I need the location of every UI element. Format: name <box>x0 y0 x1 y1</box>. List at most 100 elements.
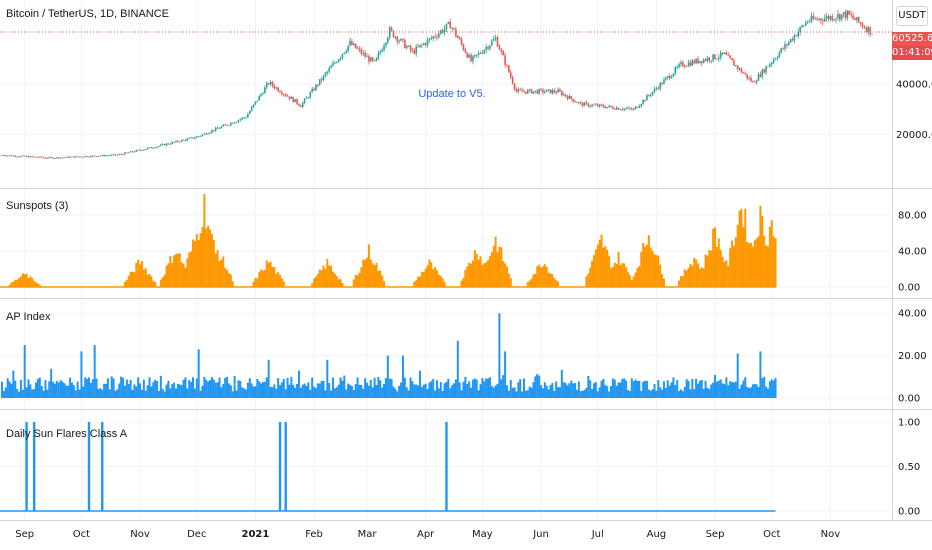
ap-bar <box>78 389 81 398</box>
candle-body <box>56 157 58 159</box>
candle-body <box>661 83 663 85</box>
ap-bar <box>74 390 77 398</box>
sunspot-bar <box>422 272 425 287</box>
candle-body <box>492 39 495 41</box>
ap-bar <box>600 380 603 398</box>
candle-body <box>689 62 692 66</box>
ap-bar <box>167 380 170 398</box>
ap-bar <box>560 369 563 398</box>
ap-bar <box>526 390 529 398</box>
ap-bar <box>515 391 518 398</box>
candle-body <box>854 18 856 21</box>
ap-bar <box>6 378 9 398</box>
ap-bar <box>313 386 316 398</box>
candle-body <box>589 106 591 107</box>
ap-bar <box>420 387 423 398</box>
candle-body <box>61 157 64 159</box>
ap-bar <box>14 380 17 398</box>
ap-bar <box>553 390 556 398</box>
candle-body <box>267 83 270 84</box>
ap-bar <box>666 380 669 398</box>
candle-body <box>496 37 499 47</box>
candle-body <box>396 36 399 42</box>
candle-body <box>44 157 47 159</box>
ap-bar <box>76 381 79 398</box>
ap-bar <box>498 313 501 398</box>
ap-bar <box>422 384 425 398</box>
ap-bar <box>628 390 631 398</box>
ap-bar <box>23 345 26 398</box>
x-axis-label: Nov <box>821 529 841 540</box>
candle-body <box>137 149 139 151</box>
x-axis-label: Oct <box>763 529 780 540</box>
candle-body <box>721 52 724 54</box>
sunspot-bar <box>432 269 435 287</box>
sunspot-bar <box>36 283 39 287</box>
candle-body <box>583 102 586 106</box>
sunspot-bar <box>229 274 232 287</box>
candle-body <box>564 94 567 97</box>
ap-bar <box>674 384 677 398</box>
candle-body <box>360 49 363 54</box>
candle-body <box>829 16 832 20</box>
sunspot-bar <box>485 262 488 287</box>
ap-bar <box>668 385 671 398</box>
ap-bar <box>341 380 344 398</box>
ap-bar <box>18 391 21 398</box>
candle-body <box>704 59 707 61</box>
ap-bar <box>679 389 682 398</box>
candle-body <box>767 66 769 68</box>
ap-bar <box>634 379 637 398</box>
candle-body <box>806 21 809 23</box>
candle-body <box>752 81 754 83</box>
candle-body <box>869 27 871 34</box>
sunspot-bar <box>25 273 28 287</box>
sunspot-bar <box>360 267 363 287</box>
ap-bar <box>118 383 121 398</box>
ap-bar <box>470 387 473 398</box>
candle-body <box>475 54 478 56</box>
sunspot-bar <box>702 268 705 287</box>
sunspot-bar <box>19 276 22 287</box>
sunspot-bar <box>210 233 213 287</box>
sunspot-bar <box>375 262 378 287</box>
candle-body <box>118 154 121 155</box>
ap-bar <box>625 380 628 398</box>
annotation-text: Update to V5. <box>418 88 485 100</box>
candle-body <box>623 108 626 110</box>
candle-body <box>6 155 9 157</box>
ap-bar <box>203 376 206 398</box>
candle-body <box>579 102 582 104</box>
ap-bar <box>309 389 312 398</box>
candle-body <box>733 60 735 66</box>
ap-bar <box>350 385 353 398</box>
currency-badge[interactable]: USDT <box>896 6 928 26</box>
flare-bar <box>278 422 282 511</box>
sunspot-bar <box>748 243 751 287</box>
sunspot-bar <box>199 233 202 287</box>
ap-bar <box>689 389 692 398</box>
ap-bar <box>159 375 162 398</box>
ap-bar <box>545 385 548 398</box>
ap-bar <box>540 385 543 398</box>
candle-body <box>213 130 215 132</box>
candle-body <box>797 31 800 37</box>
candle-body <box>736 65 739 70</box>
candle-body <box>511 77 514 84</box>
ap-bar <box>630 378 633 398</box>
sunspot-bar <box>226 269 229 287</box>
sunspot-bar <box>679 276 682 287</box>
sunspot-bar <box>540 267 543 287</box>
candle-body <box>472 56 474 62</box>
sunspot-bar <box>659 264 662 287</box>
sunspot-bar <box>481 264 484 287</box>
candle-body <box>657 88 660 90</box>
sunspots-tick-label: 40.00 <box>898 247 927 258</box>
ap-bar <box>72 385 75 398</box>
ap-bar <box>524 390 527 398</box>
candle-body <box>848 10 851 15</box>
ap-bar <box>411 381 414 398</box>
sunspot-bar <box>16 279 19 287</box>
candle-body <box>148 147 151 149</box>
